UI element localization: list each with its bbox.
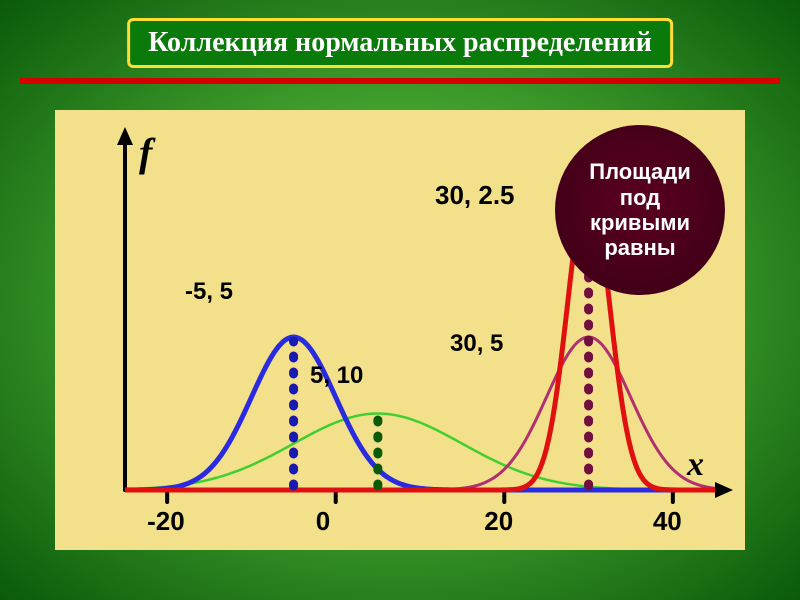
normal-curve (125, 337, 715, 490)
separator-line (20, 78, 780, 84)
equal-area-badge: Площади под кривыми равны (555, 125, 725, 295)
page-title: Коллекция нормальных распределений (148, 27, 652, 58)
curve-label: 30, 2.5 (435, 180, 515, 211)
badge-line-1: Площади (589, 159, 691, 184)
x-tick-label: 0 (316, 506, 330, 537)
chart-panel: f x Площади под кривыми равны -20 0 20 40 -5… (55, 110, 745, 550)
curve-label: -5, 5 (185, 278, 233, 306)
x-tick-label: 40 (653, 506, 682, 537)
curve-label: 30, 5 (450, 330, 503, 358)
badge-line-3: кривыми (589, 210, 691, 235)
x-axis-label: x (687, 446, 704, 484)
curve-label: 5, 10 (310, 362, 363, 390)
y-axis-label: f (139, 129, 152, 176)
badge-line-2: под (589, 185, 691, 210)
x-tick-label: -20 (147, 506, 185, 537)
badge-line-4: равны (589, 235, 691, 260)
x-tick-label: 20 (484, 506, 513, 537)
